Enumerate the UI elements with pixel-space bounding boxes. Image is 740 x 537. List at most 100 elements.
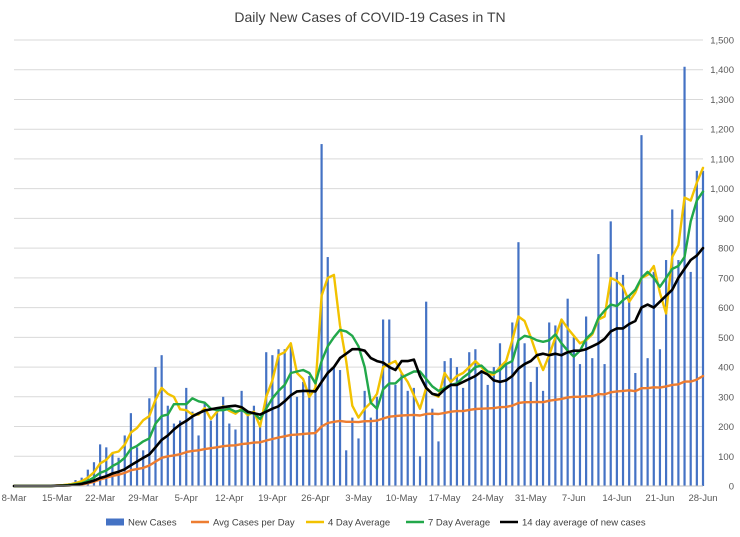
new-cases-bar [197,435,200,486]
new-cases-bar [689,271,692,486]
new-cases-bar [498,343,502,486]
new-cases-bar [585,316,588,486]
new-cases-bar [425,301,428,486]
new-cases-bar [369,417,372,486]
new-cases-bar [166,405,169,486]
x-tick-label: 10-May [386,493,418,504]
new-cases-bar [443,361,446,486]
new-cases-bar [578,364,582,486]
new-cases-bar [351,417,354,486]
new-cases-bar [314,390,317,486]
new-cases-bar [529,381,532,486]
new-cases-bar [554,325,557,486]
new-cases-bar [215,411,219,486]
x-tick-label: 12-Apr [215,493,244,504]
y-tick-label: 500 [718,333,734,344]
legend-label-new-cases: New Cases [128,518,177,529]
gridlines [14,39,703,487]
x-tick-label: 31-May [515,493,547,504]
new-cases-bar [548,322,551,486]
legend-label-4-day-average: 4 Day Average [328,518,390,529]
new-cases-bar [406,390,409,486]
new-cases-bar [412,387,415,486]
y-tick-label: 1,300 [710,95,734,106]
new-cases-bar [271,355,274,486]
new-cases-bar [560,319,563,486]
new-cases-bar [240,390,243,486]
new-cases-bar [652,271,655,486]
new-cases-bar [160,355,163,486]
new-cases-bar [246,414,249,486]
line-14-day-average-of-new-cases [12,246,705,488]
new-cases-bar [375,396,379,486]
new-cases-bar [535,367,539,486]
x-tick-label: 15-Mar [42,493,72,504]
new-cases-bar [222,396,225,486]
y-tick-label: 300 [718,392,734,403]
new-cases-bar [265,352,268,486]
y-tick-label: 1,100 [710,154,734,165]
x-tick-label: 17-May [429,493,461,504]
x-tick-label: 24-May [472,493,504,504]
new-cases-bar [105,447,108,486]
new-cases-bar [591,358,594,486]
new-cases-bar [621,274,625,486]
x-tick-label: 8-Mar [2,493,27,504]
new-cases-bar [258,423,262,486]
new-cases-bar [480,370,483,486]
new-cases-bar [603,364,606,486]
new-cases-bar [363,390,366,486]
y-tick-label: 1,000 [710,184,734,195]
new-cases-bar [437,441,440,486]
new-cases-bar [677,260,680,486]
new-cases-bar [338,370,342,486]
new-cases-bar [695,170,698,486]
new-cases-bar [461,387,465,486]
new-cases-bar [345,450,348,486]
y-tick-label: 200 [718,422,734,433]
chart-title: Daily New Cases of COVID-19 Cases in TN [234,9,505,25]
new-cases-bar [646,358,649,486]
x-tick-label: 21-Jun [645,493,674,504]
new-cases-bar [517,242,520,486]
new-cases-bar [320,144,323,487]
new-cases-bar [123,435,126,486]
new-cases-bar [135,447,139,486]
legend: New Cases Avg Cases per Day 4 Day Average 7… [106,518,646,529]
new-cases-bar [185,387,188,486]
new-cases-bar [572,337,575,486]
new-cases-bar [308,375,311,486]
new-cases-bar [486,384,489,486]
y-tick-label: 600 [718,303,734,314]
new-cases-bar [468,352,471,486]
x-axis: 8-Mar 15-Mar 22-Mar 29-Mar 5-Apr 12-Apr 19-Apr… [2,485,718,504]
new-cases-bar [277,349,280,486]
new-cases-bar [252,405,256,486]
y-tick-label: 1,200 [710,125,734,136]
new-cases-bar [431,408,434,486]
new-cases-bar [394,384,397,486]
new-cases-bar [566,298,569,486]
new-cases-bar [511,322,514,486]
new-cases-bar [191,411,194,486]
x-tick-label: 22-Mar [85,493,115,504]
y-tick-label: 400 [718,363,734,374]
new-cases-bar [683,66,686,486]
new-cases-bar [541,390,545,486]
new-cases-bar [474,349,477,486]
y-tick-label: 0 [729,482,734,493]
x-tick-label: 29-Mar [128,493,158,504]
x-tick-label: 19-Apr [258,493,287,504]
new-cases-bar [203,402,206,486]
new-cases-bar [418,456,422,486]
new-cases-bar [658,349,662,486]
y-tick-label: 100 [718,452,734,463]
line-4-day-average [12,166,705,488]
new-cases-bar [111,453,114,486]
y-tick-label: 1,400 [710,65,734,76]
legend-swatch-new-cases [106,518,124,526]
line-7-day-average [12,190,705,488]
x-tick-label: 3-May [345,493,372,504]
